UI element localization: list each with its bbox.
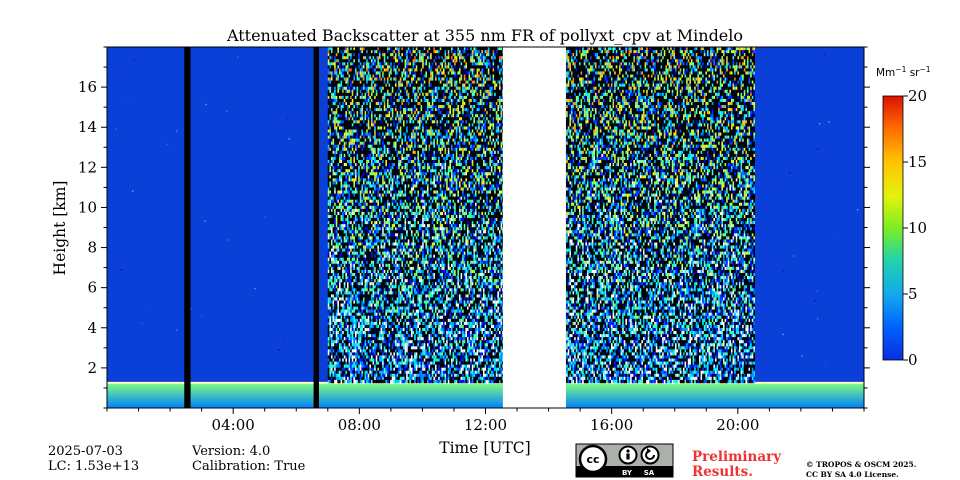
colorbar-tick-label-3: 15	[908, 153, 927, 171]
colorbar-gradient	[883, 96, 903, 360]
no-data-gap	[503, 47, 566, 408]
y-tick-label-5: 12	[78, 158, 97, 176]
copyright-line1: © TROPOS & OSCM 2025.	[806, 460, 916, 469]
x-tick-label-0: 04:00	[212, 416, 255, 434]
x-tick-label-2: 12:00	[464, 416, 507, 434]
y-tick-label-7: 16	[78, 78, 97, 96]
preliminary-label-line2: Results.	[692, 464, 753, 480]
footer-calibration: Calibration: True	[192, 459, 306, 474]
no-signal-bar-1	[314, 47, 319, 408]
x-tick-label-3: 16:00	[590, 416, 633, 434]
share-alike-icon	[642, 447, 659, 464]
colorbar: Mm−1 sr−1 0 5 10 15 20	[876, 65, 931, 369]
y-tick-label-3: 8	[87, 239, 97, 257]
boundary-layer-band	[107, 383, 864, 408]
x-axis: 04:00 08:00 12:00 16:00 20:00	[107, 408, 864, 434]
colorbar-unit-label: Mm−1 sr−1	[876, 65, 931, 79]
x-tick-label-4: 20:00	[716, 416, 759, 434]
footer-lc: LC: 1.53e+13	[48, 459, 139, 474]
plot-area	[107, 47, 864, 408]
footer-date: 2025-07-03	[48, 444, 123, 459]
footer-version: Version: 4.0	[191, 444, 270, 459]
y-tick-label-6: 14	[78, 118, 97, 136]
y-tick-label-0: 2	[87, 359, 97, 377]
preliminary-label-line1: Preliminary	[692, 449, 782, 465]
no-signal-bar-0	[184, 47, 190, 408]
x-axis-label: Time [UTC]	[439, 439, 530, 457]
chart-title: Attenuated Backscatter at 355 nm FR of p…	[226, 26, 743, 45]
backscatter-figure: Attenuated Backscatter at 355 nm FR of p…	[0, 0, 960, 480]
colorbar-tick-label-1: 5	[908, 285, 918, 303]
x-tick-label-1: 08:00	[338, 416, 381, 434]
colorbar-tick-label-0: 0	[908, 351, 918, 369]
colorbar-tick-label-2: 10	[908, 219, 927, 237]
y-tick-label-1: 4	[87, 319, 97, 337]
colorbar-ticks: 0 5 10 15 20	[903, 87, 927, 369]
cc-license-badge: cc BY SA	[576, 444, 673, 477]
copyright-line2: CC BY SA 4.0 License.	[806, 470, 899, 479]
y-tick-label-4: 10	[78, 198, 97, 216]
y-axis-label: Height [km]	[51, 181, 69, 276]
y-tick-label-2: 6	[87, 279, 97, 297]
colorbar-tick-label-4: 20	[908, 87, 927, 105]
